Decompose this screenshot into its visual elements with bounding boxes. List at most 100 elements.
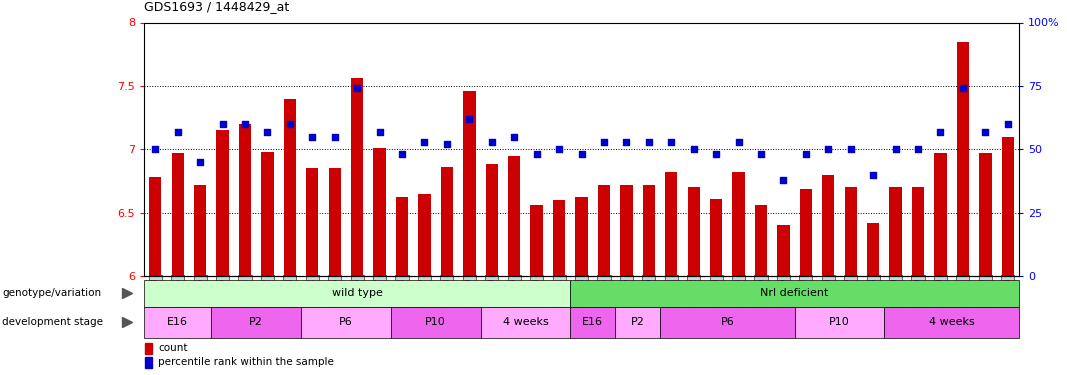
Bar (777, 225, 790, 276)
Bar (732, 172, 745, 276)
Bar (351, 78, 364, 276)
Point (349, 86, 366, 92)
Text: Nrl deficient: Nrl deficient (761, 288, 829, 298)
Bar (373, 148, 386, 276)
Bar (570, 280, 1019, 307)
Bar (530, 205, 543, 276)
Bar (149, 177, 161, 276)
Bar (620, 185, 633, 276)
Bar (660, 307, 795, 338)
Text: P6: P6 (339, 317, 353, 327)
Text: percentile rank within the sample: percentile rank within the sample (159, 357, 334, 368)
Point (528, 152, 545, 157)
Point (976, 129, 993, 135)
Bar (553, 200, 566, 276)
Bar (570, 307, 616, 338)
Bar (867, 223, 879, 276)
Bar (935, 153, 946, 276)
Bar (1002, 136, 1014, 276)
Bar (261, 152, 273, 276)
Text: P2: P2 (250, 317, 264, 327)
Bar (239, 124, 251, 276)
Point (282, 121, 299, 127)
Bar (890, 187, 902, 276)
Text: P2: P2 (631, 317, 644, 327)
Bar (306, 168, 318, 276)
Point (214, 121, 232, 127)
Bar (145, 357, 152, 368)
Bar (194, 185, 206, 276)
Point (170, 129, 187, 135)
Point (775, 177, 792, 183)
Point (483, 139, 500, 145)
Point (327, 134, 344, 140)
Text: GDS1693 / 1448429_at: GDS1693 / 1448429_at (144, 0, 289, 13)
Point (819, 146, 837, 152)
Bar (885, 307, 1019, 338)
Point (595, 139, 612, 145)
Point (237, 121, 254, 127)
Point (304, 134, 321, 140)
Bar (463, 91, 476, 276)
Text: wild type: wild type (332, 288, 383, 298)
Bar (957, 42, 969, 276)
Point (371, 129, 388, 135)
Bar (396, 197, 409, 276)
Bar (616, 307, 660, 338)
Point (439, 141, 456, 147)
Bar (665, 172, 678, 276)
Point (887, 146, 904, 152)
Point (842, 146, 859, 152)
Point (999, 121, 1016, 127)
Point (707, 152, 724, 157)
Bar (211, 307, 301, 338)
Point (730, 139, 747, 145)
Point (797, 152, 814, 157)
Bar (480, 307, 570, 338)
Bar (687, 187, 700, 276)
Bar (508, 156, 521, 276)
Point (931, 129, 949, 135)
Bar (980, 153, 991, 276)
Bar (144, 280, 570, 307)
Bar (799, 189, 812, 276)
Bar (418, 194, 431, 276)
Text: E16: E16 (168, 317, 188, 327)
Point (506, 134, 523, 140)
Point (954, 86, 971, 92)
Bar (301, 307, 391, 338)
Point (909, 146, 926, 152)
Bar (391, 307, 480, 338)
Text: count: count (159, 343, 188, 353)
Point (864, 172, 881, 178)
Point (192, 159, 209, 165)
Point (573, 152, 590, 157)
Text: 4 weeks: 4 weeks (503, 317, 548, 327)
Point (752, 152, 769, 157)
Bar (754, 205, 767, 276)
Bar (217, 130, 228, 276)
Text: E16: E16 (583, 317, 603, 327)
Text: P6: P6 (720, 317, 734, 327)
Bar (823, 175, 834, 276)
Point (147, 146, 164, 152)
Bar (329, 168, 341, 276)
Point (259, 129, 276, 135)
Bar (575, 197, 588, 276)
Bar (145, 343, 152, 354)
Text: P10: P10 (829, 317, 850, 327)
Point (618, 139, 635, 145)
Bar (144, 307, 211, 338)
Point (394, 152, 411, 157)
Bar (795, 307, 885, 338)
Bar (172, 153, 184, 276)
Point (663, 139, 680, 145)
Text: development stage: development stage (2, 317, 103, 327)
Bar (485, 165, 498, 276)
Point (461, 116, 478, 122)
Bar (441, 167, 453, 276)
Point (416, 139, 433, 145)
Bar (912, 187, 924, 276)
Bar (642, 185, 655, 276)
Bar (710, 199, 722, 276)
